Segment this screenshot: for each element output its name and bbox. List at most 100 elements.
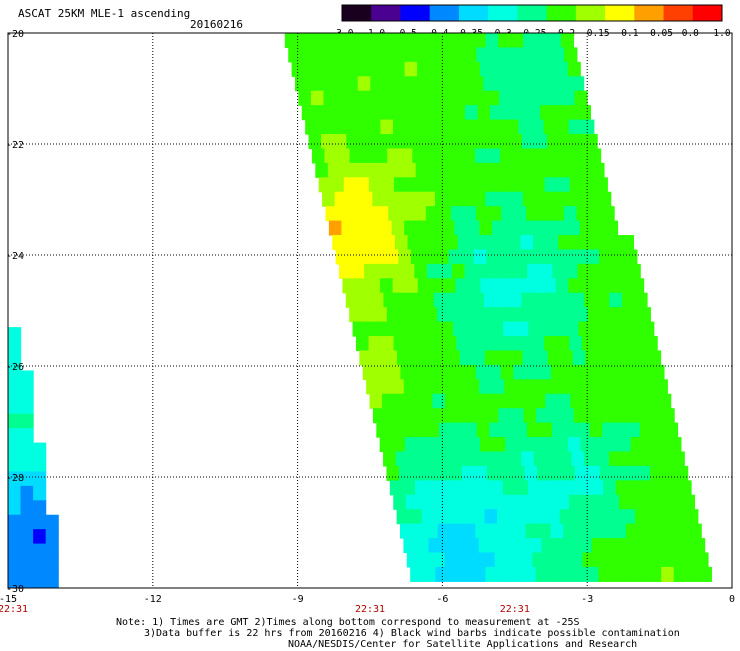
swath-cell: [445, 451, 459, 467]
swath-cell: [509, 350, 524, 366]
swath-cell: [513, 206, 527, 222]
swath-cell: [461, 249, 475, 265]
swath-cell: [698, 566, 712, 582]
swath-cell: [461, 465, 475, 481]
swath-cell: [447, 33, 462, 49]
swath-cell: [569, 552, 584, 568]
swath-cell: [579, 220, 593, 236]
swath-cell: [538, 523, 552, 539]
swath-cell: [492, 437, 506, 453]
swath-cell: [550, 148, 564, 164]
swath-cell: [641, 538, 655, 554]
time-label: 22:31: [355, 604, 385, 615]
swath-cell: [676, 523, 690, 539]
swath-cell: [558, 76, 572, 92]
swath-cell: [482, 235, 496, 251]
swath-cell: [568, 278, 582, 294]
swath-cell: [441, 538, 455, 554]
swath-cell: [439, 422, 453, 438]
swath-cell: [45, 558, 59, 574]
swath-cell: [33, 457, 47, 473]
swath-cell: [331, 177, 345, 193]
swath-cell: [617, 379, 631, 395]
swath-cell: [388, 206, 402, 222]
swath-cell: [492, 61, 506, 77]
swath-cell: [410, 249, 425, 265]
swath-cell: [636, 566, 650, 582]
swath-cell: [417, 437, 431, 453]
swath-cell: [342, 278, 356, 294]
swath-cell: [502, 480, 516, 496]
swath-cell: [418, 336, 432, 352]
swath-cell: [404, 220, 418, 236]
swath-cell: [407, 76, 422, 92]
swath-cell: [598, 191, 612, 207]
swath-cell: [462, 148, 476, 164]
swath-cell: [695, 552, 709, 568]
swath-cell: [476, 422, 490, 438]
swath-cell: [542, 220, 556, 236]
swath-cell: [566, 379, 581, 395]
swath-cell: [20, 442, 34, 458]
swath-cell: [390, 321, 404, 337]
swath-cell: [578, 162, 592, 178]
swath-cell: [328, 220, 343, 236]
swath-cell: [672, 509, 686, 525]
swath-cell: [487, 523, 502, 539]
swath-cell: [606, 494, 620, 510]
swath-cell: [670, 552, 684, 568]
swath-cell: [423, 90, 438, 106]
swath-cell: [574, 90, 588, 106]
swath-cell: [514, 422, 528, 438]
swath-cell: [575, 523, 589, 539]
swath-cell: [349, 307, 363, 323]
swath-cell: [435, 191, 449, 207]
swath-cell: [445, 76, 459, 92]
swath-cell: [484, 350, 498, 366]
swath-cell: [432, 393, 446, 409]
swath-cell: [657, 552, 671, 568]
swath-cell: [386, 465, 400, 481]
swath-cell: [448, 408, 462, 424]
swath-cell: [563, 364, 577, 380]
swath-cell: [382, 393, 396, 409]
y-tick-label: -24: [6, 251, 24, 262]
swath-cell: [20, 543, 34, 559]
swath-cell: [522, 191, 537, 207]
swath-cell: [500, 523, 514, 539]
swath-cell: [530, 437, 544, 453]
swath-cell: [648, 566, 662, 582]
swath-cell: [651, 364, 665, 380]
swath-cell: [422, 191, 436, 207]
swath-cell: [574, 249, 588, 265]
swath-cell: [611, 408, 625, 424]
swath-cell: [515, 105, 529, 121]
swath-cell: [638, 523, 652, 539]
swath-cell: [452, 105, 466, 121]
colorbar-segment: [575, 5, 606, 21]
swath-cell: [488, 364, 502, 380]
colorbar-segment: [458, 5, 489, 21]
swath-cell: [364, 105, 378, 121]
swath-cell: [8, 356, 22, 372]
x-tick-label: -9: [292, 594, 304, 605]
swath-cell: [448, 249, 462, 265]
swath-cell: [498, 249, 512, 265]
swath-cell: [452, 321, 467, 337]
swath-cell: [600, 307, 614, 323]
swath-cell: [571, 76, 585, 92]
swath-cell: [633, 393, 647, 409]
swath-cell: [490, 480, 504, 496]
swath-cell: [375, 364, 389, 380]
swath-cell: [602, 263, 616, 279]
swath-cell: [535, 350, 549, 366]
swath-cell: [494, 177, 508, 193]
swath-cell: [546, 134, 561, 150]
swath-cell: [576, 206, 590, 222]
swath-cell: [441, 220, 455, 236]
swath-cell: [495, 235, 509, 251]
swath-cell: [516, 379, 530, 395]
swath-cell: [326, 105, 341, 121]
swath-cell: [438, 364, 452, 380]
swath-cell: [415, 162, 429, 178]
